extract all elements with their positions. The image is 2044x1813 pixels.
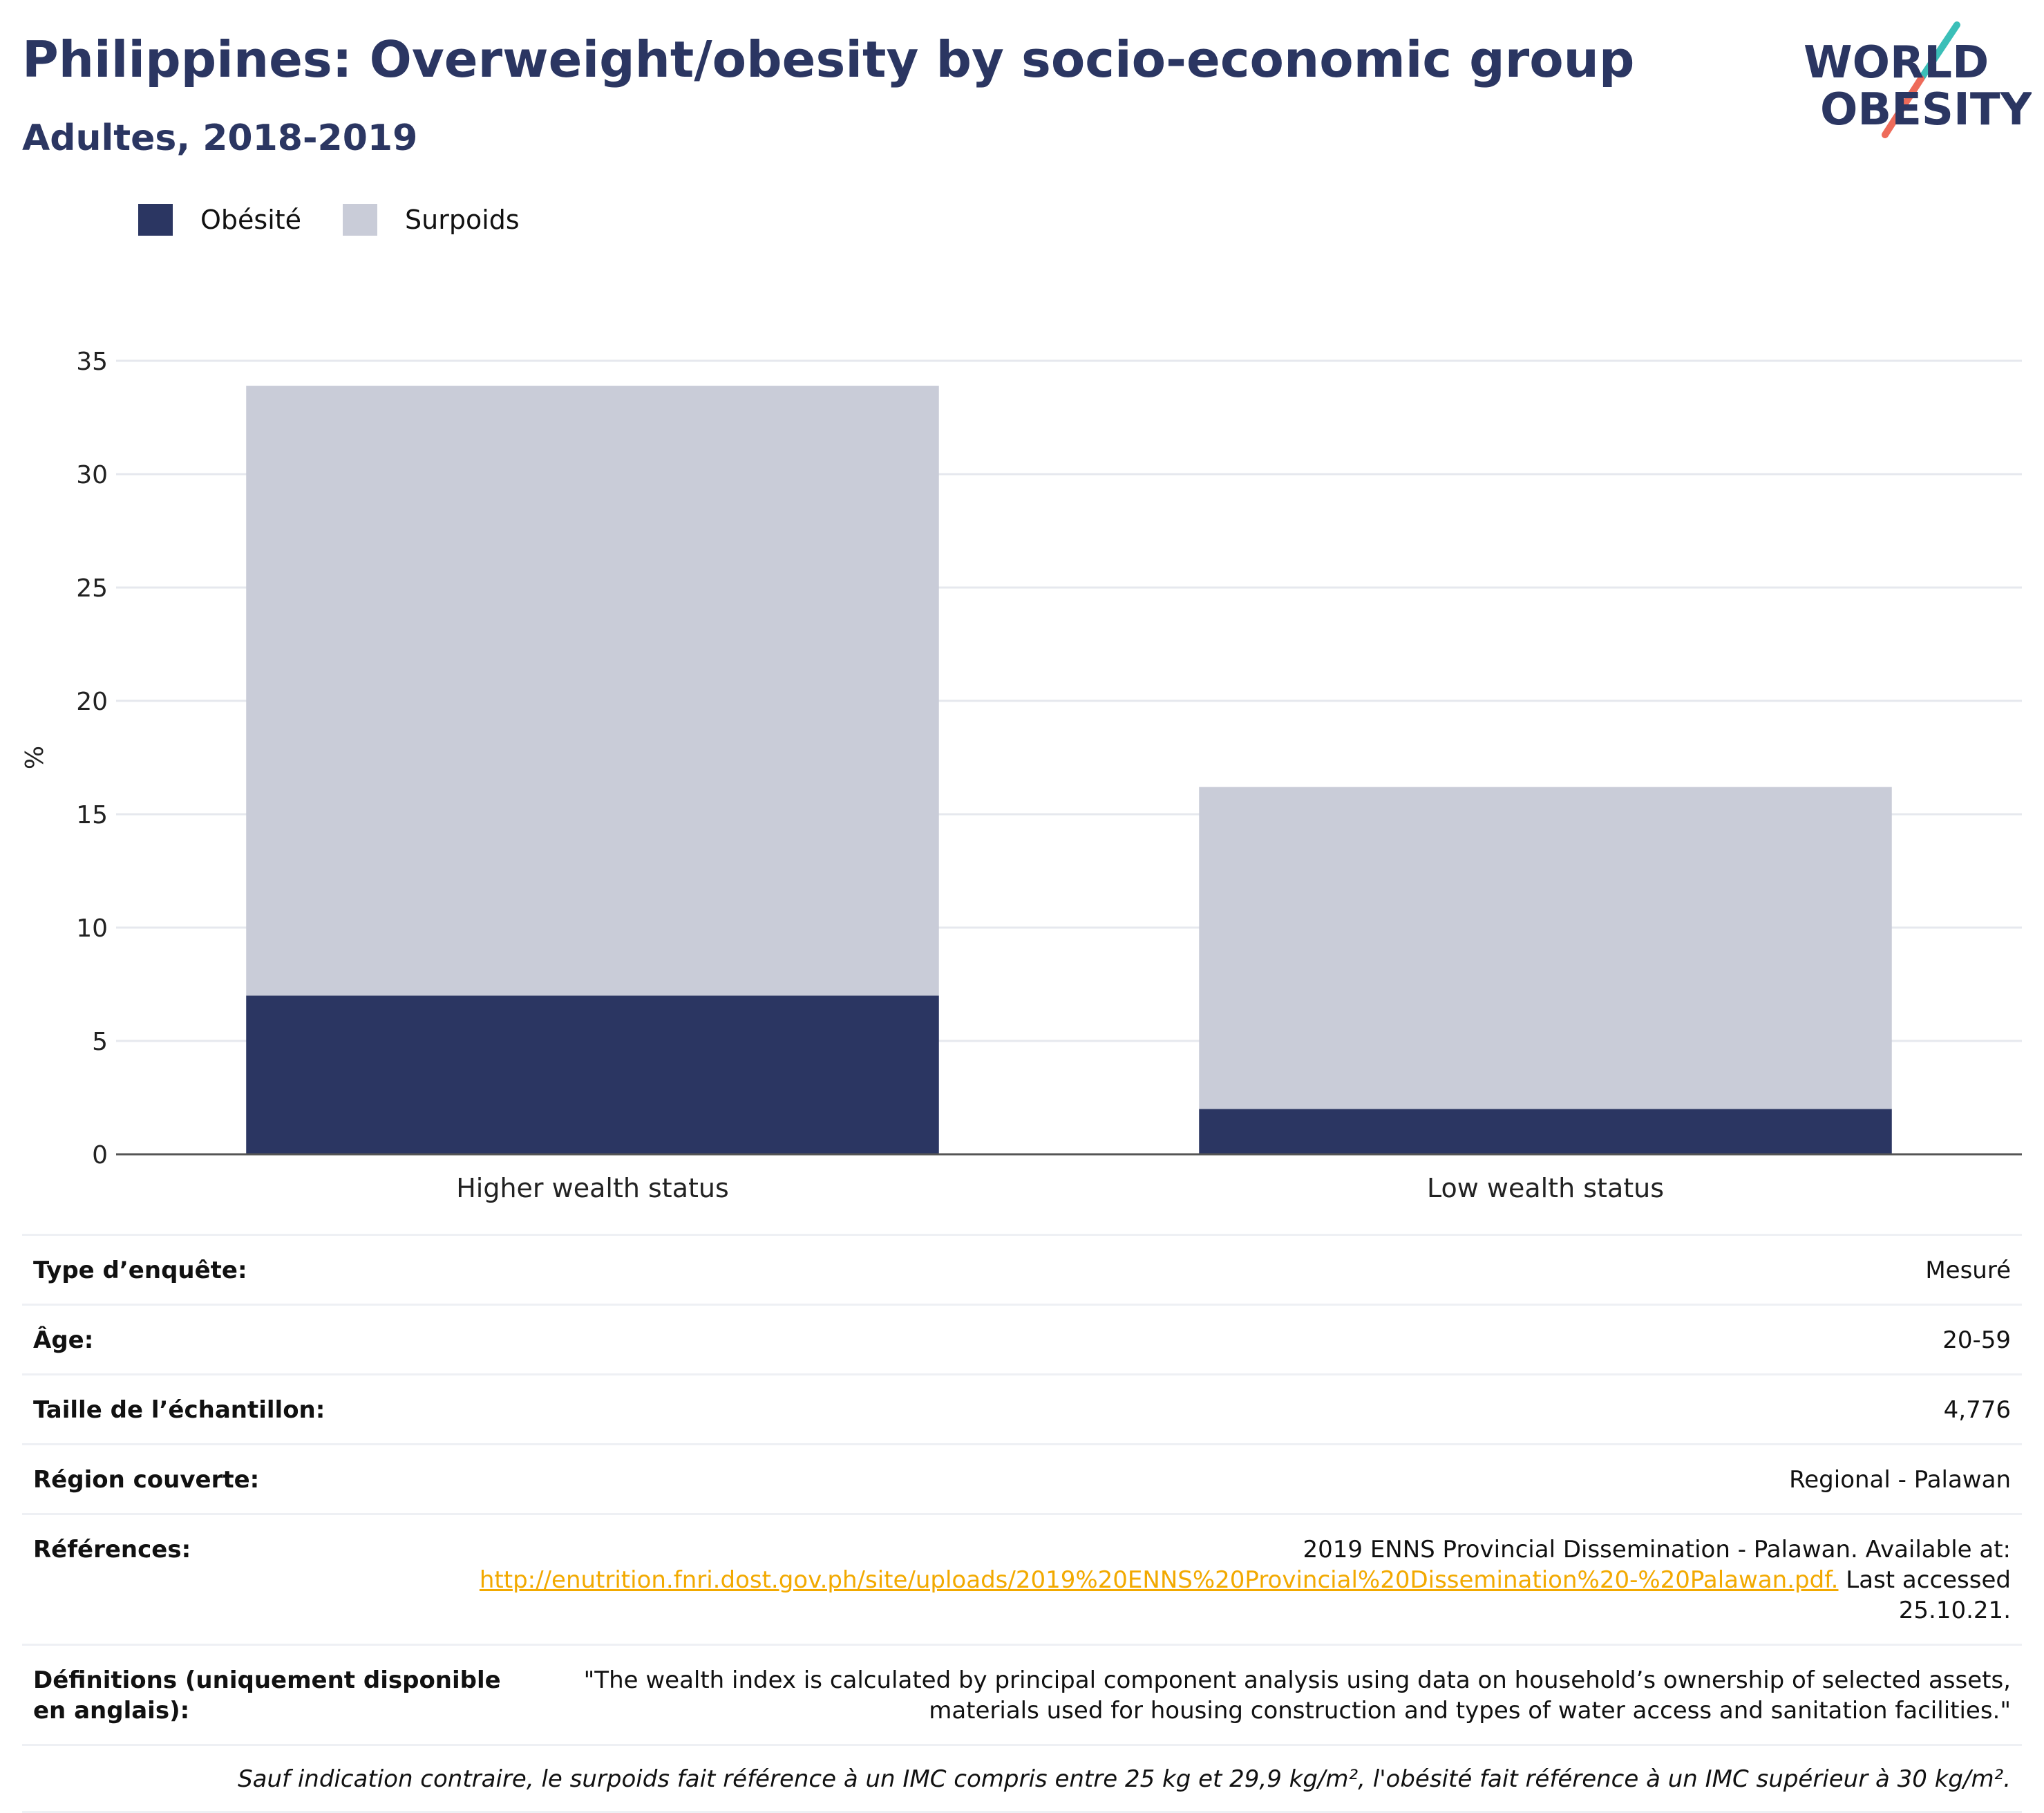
- legend-item-overweight[interactable]: Surpoids: [343, 204, 520, 236]
- y-axis-label: %: [21, 746, 49, 769]
- legend-label-obesity: Obésité: [200, 205, 302, 235]
- table-value: Mesuré: [1925, 1257, 2011, 1284]
- footnote: Sauf indication contraire, le surpoids f…: [22, 1744, 2022, 1813]
- table-row-definitions: Définitions (uniquement disponible en an…: [22, 1644, 2022, 1744]
- legend-label-overweight: Surpoids: [405, 205, 520, 235]
- survey-info-table: Type d’enquête: Mesuré Âge: 20-59 Taille…: [22, 1234, 2022, 1813]
- bar-obesity: [246, 995, 939, 1154]
- table-row-survey-type: Type d’enquête: Mesuré: [22, 1234, 2022, 1304]
- y-tick-label: 5: [92, 1028, 108, 1056]
- y-tick-label: 30: [76, 461, 108, 489]
- chart-subtitle: Adultes, 2018-2019: [22, 118, 418, 159]
- legend-swatch-overweight: [343, 204, 378, 236]
- references-link[interactable]: http://enutrition.fnri.dost.gov.ph/site/…: [479, 1566, 1839, 1594]
- y-tick-label: 35: [76, 348, 108, 376]
- table-key: Région couverte:: [33, 1466, 260, 1494]
- x-category-label: Higher wealth status: [456, 1173, 729, 1203]
- table-key: Références:: [33, 1536, 191, 1563]
- table-key: Taille de l’échantillon:: [33, 1396, 325, 1424]
- bar-chart: 0 5 10 15 20 25 30 35% Higher wealth status Low w…: [21, 348, 2022, 1203]
- chart-legend: Obésité Surpoids: [138, 204, 561, 236]
- table-value: 4,776: [1943, 1396, 2011, 1424]
- table-row-region: Région couverte: Regional - Palawan: [22, 1443, 2022, 1513]
- references-value: 2019 ENNS Provincial Dissemination - Pal…: [480, 1534, 2011, 1626]
- bar-overweight: [246, 386, 939, 996]
- table-key: Type d’enquête:: [33, 1257, 247, 1284]
- bar-obesity: [1199, 1109, 1892, 1154]
- logo-line-2: OBESITY: [1820, 84, 2032, 135]
- y-tick-label: 15: [76, 801, 108, 829]
- logo-line-1: WORLD: [1804, 37, 1989, 88]
- references-after-link: Last accessed: [1838, 1566, 2011, 1594]
- logo-coral-stroke: [1882, 75, 1924, 138]
- table-row-sample-size: Taille de l’échantillon: 4,776: [22, 1373, 2022, 1443]
- table-row-references: Références: 2019 ENNS Provincial Dissemi…: [22, 1513, 2022, 1644]
- table-key: Âge:: [33, 1326, 94, 1354]
- bar-overweight: [1199, 787, 1892, 1109]
- y-tick-label: 20: [76, 688, 108, 716]
- table-row-age: Âge: 20-59: [22, 1304, 2022, 1373]
- y-tick-label: 25: [76, 574, 108, 603]
- table-key: Définitions (uniquement disponible en an…: [33, 1666, 501, 1725]
- world-obesity-logo: WORLD OBESITY: [1804, 21, 2032, 138]
- definitions-value: "The wealth index is calculated by princ…: [583, 1666, 2011, 1725]
- table-value: Regional - Palawan: [1789, 1466, 2011, 1494]
- legend-item-obesity[interactable]: Obésité: [138, 204, 301, 236]
- y-tick-label: 0: [92, 1141, 108, 1169]
- table-value: 20-59: [1942, 1326, 2011, 1354]
- logo-teal-stroke: [1918, 21, 1960, 82]
- x-category-label: Low wealth status: [1427, 1173, 1664, 1203]
- chart-title: Philippines: Overweight/obesity by socio…: [22, 30, 1635, 88]
- references-line-3: 25.10.21.: [1898, 1597, 2011, 1624]
- legend-swatch-obesity: [138, 204, 173, 236]
- y-tick-label: 10: [76, 914, 108, 943]
- references-line-1: 2019 ENNS Provincial Dissemination - Pal…: [1303, 1536, 2011, 1563]
